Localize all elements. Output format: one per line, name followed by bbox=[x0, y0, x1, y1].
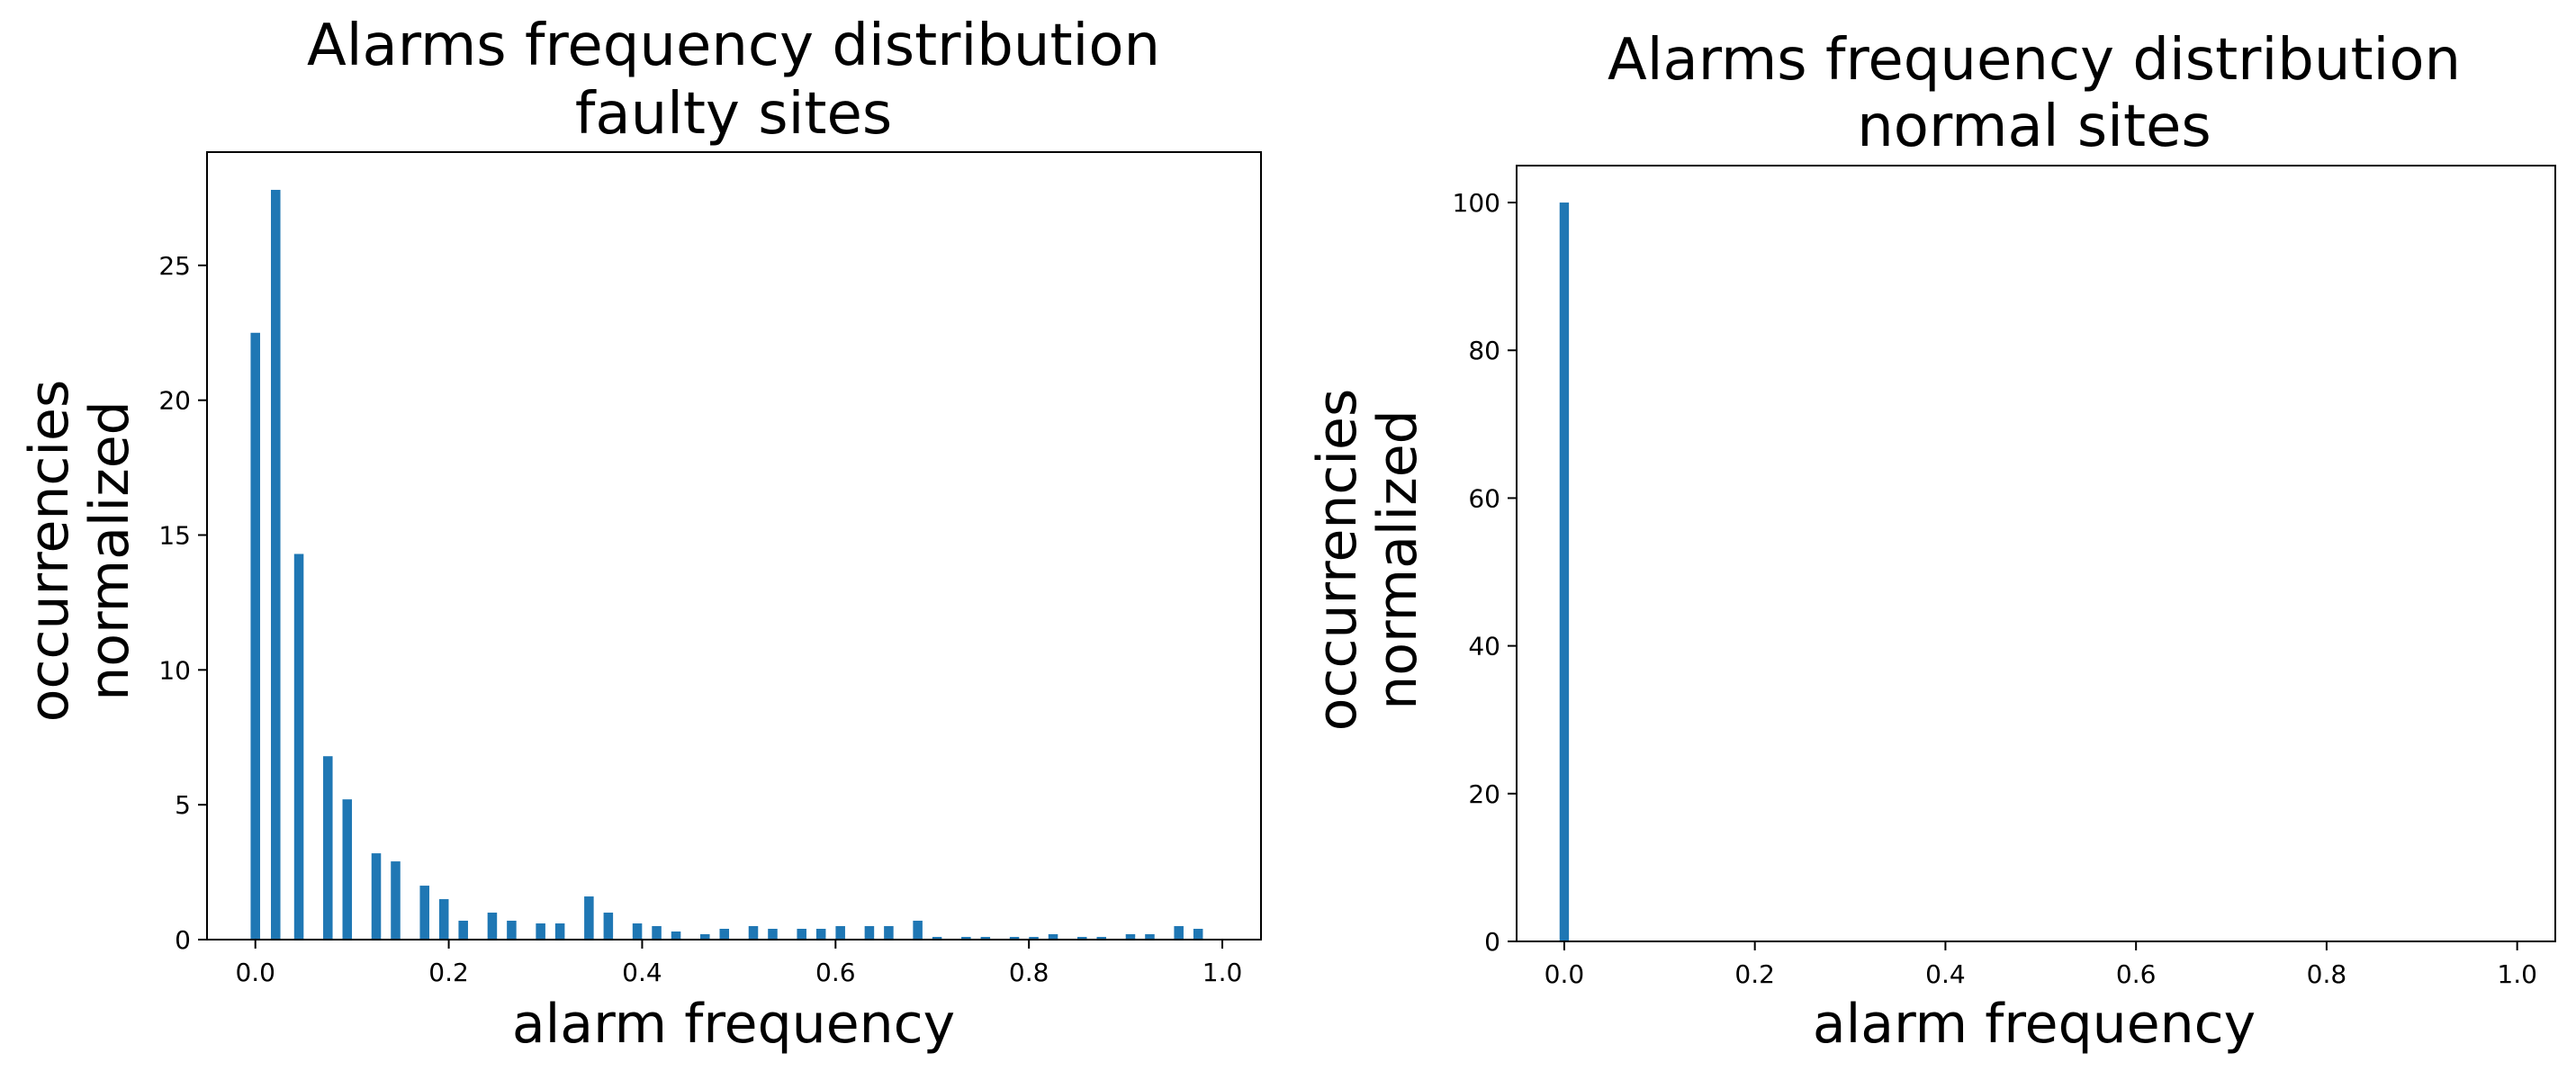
chart-title-line2: normal sites bbox=[1857, 94, 2211, 160]
bar bbox=[438, 899, 449, 940]
bar bbox=[271, 189, 281, 940]
y-tick-label: 0 bbox=[175, 925, 191, 955]
bar bbox=[507, 921, 517, 940]
bar bbox=[250, 332, 260, 940]
bar bbox=[632, 923, 643, 940]
y-tick-label: 80 bbox=[1468, 336, 1500, 365]
bar bbox=[1096, 937, 1106, 940]
bar bbox=[1029, 937, 1039, 940]
bar bbox=[797, 929, 806, 940]
x-tick-label: 1.0 bbox=[1202, 958, 1243, 987]
x-tick-label: 0.8 bbox=[1009, 958, 1049, 987]
bar bbox=[748, 926, 759, 940]
y-tick-label: 20 bbox=[1468, 779, 1500, 809]
bar bbox=[884, 926, 894, 940]
plot-frame bbox=[206, 151, 1262, 940]
bar bbox=[419, 886, 429, 940]
y-tick-label: 0 bbox=[1484, 927, 1500, 957]
normal-sites-chart-svg: Alarms frequency distribution normal sit… bbox=[1306, 27, 2556, 1056]
bar bbox=[584, 896, 594, 940]
y-axis-label-line2: normalized bbox=[1366, 410, 1429, 709]
bar bbox=[1076, 937, 1087, 940]
y-tick-label: 10 bbox=[158, 655, 191, 685]
faulty-sites-chart-svg: Alarms frequency distribution faulty sit… bbox=[18, 13, 1262, 1056]
bar bbox=[487, 913, 498, 940]
bar bbox=[1174, 926, 1184, 940]
y-tick-label: 100 bbox=[1453, 188, 1500, 218]
y-tick-label: 25 bbox=[158, 251, 191, 281]
y-axis-label-line1: occurrencies bbox=[1306, 389, 1369, 731]
bar bbox=[913, 921, 923, 940]
bar bbox=[603, 913, 614, 940]
bar bbox=[1048, 934, 1058, 940]
x-tick-label: 0.6 bbox=[815, 958, 856, 987]
chart-title-line1: Alarms frequency distribution bbox=[307, 13, 1160, 79]
bar bbox=[1145, 934, 1155, 940]
bar bbox=[864, 926, 875, 940]
y-axis-label-line1: occurrencies bbox=[18, 380, 81, 722]
bar bbox=[719, 929, 730, 940]
bar bbox=[342, 799, 353, 940]
bar bbox=[980, 937, 991, 940]
chart-title-line2: faulty sites bbox=[575, 81, 892, 148]
chart-normal-sites: Alarms frequency distribution normal sit… bbox=[1288, 0, 2576, 1071]
bar bbox=[536, 923, 545, 940]
x-axis-label: alarm frequency bbox=[1813, 993, 2256, 1056]
y-tick-label: 20 bbox=[158, 386, 191, 416]
y-tick-label: 40 bbox=[1468, 632, 1500, 662]
x-tick-label: 0.4 bbox=[1925, 959, 1966, 989]
x-tick-label: 0.0 bbox=[235, 958, 275, 987]
chart-title-line1: Alarms frequency distribution bbox=[1608, 27, 2461, 94]
bar bbox=[391, 861, 401, 940]
bar bbox=[323, 756, 333, 940]
x-tick-label: 0.6 bbox=[2116, 959, 2157, 989]
x-tick-label: 0.4 bbox=[622, 958, 662, 987]
bar bbox=[554, 923, 565, 940]
bar bbox=[371, 853, 382, 940]
bar bbox=[768, 929, 778, 940]
chart-faulty-sites: Alarms frequency distribution faulty sit… bbox=[18, 13, 1262, 1056]
bar bbox=[652, 926, 662, 940]
y-tick-label: 15 bbox=[158, 521, 191, 551]
bar bbox=[815, 929, 826, 940]
bar bbox=[1193, 929, 1203, 940]
bar bbox=[932, 937, 942, 940]
bar bbox=[671, 932, 681, 940]
x-axis-label: alarm frequency bbox=[512, 993, 955, 1056]
bar bbox=[835, 926, 845, 940]
plot-frame bbox=[1516, 165, 2556, 942]
x-tick-label: 0.8 bbox=[2307, 959, 2347, 989]
bar bbox=[1125, 934, 1136, 940]
x-tick-label: 0.2 bbox=[1734, 959, 1775, 989]
bar bbox=[700, 934, 710, 940]
y-tick-label: 5 bbox=[175, 790, 191, 820]
bar bbox=[1559, 202, 1570, 942]
x-tick-label: 0.2 bbox=[428, 958, 469, 987]
x-tick-label: 1.0 bbox=[2497, 959, 2537, 989]
bar bbox=[961, 937, 971, 940]
x-tick-label: 0.0 bbox=[1545, 959, 1585, 989]
y-tick-label: 60 bbox=[1468, 483, 1500, 513]
bar bbox=[293, 554, 304, 940]
bar bbox=[1009, 937, 1020, 940]
y-axis-label-line2: normalized bbox=[78, 400, 141, 700]
bar bbox=[458, 921, 468, 940]
